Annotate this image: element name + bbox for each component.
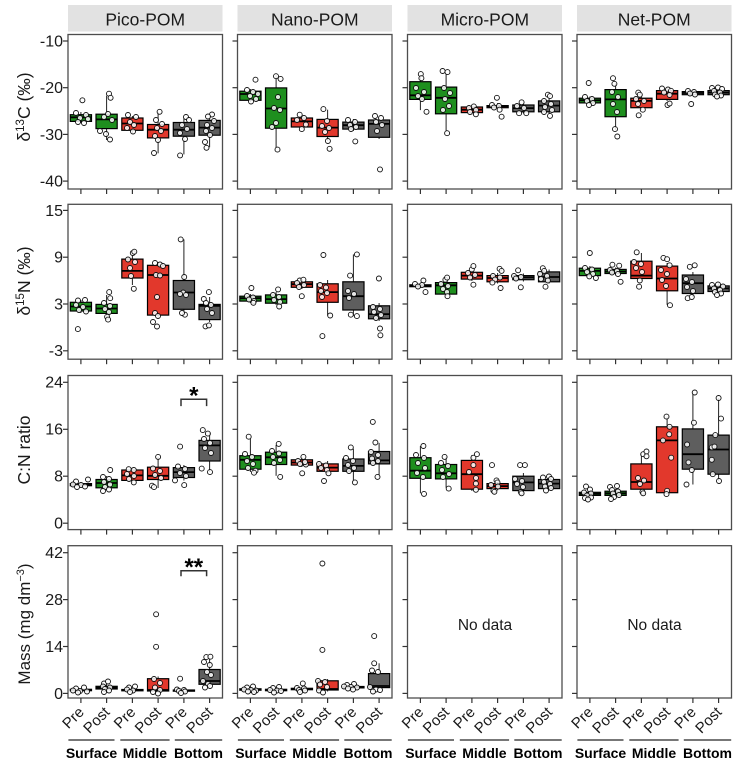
svg-text:Nano-POM: Nano-POM [271,10,359,30]
svg-text:24: 24 [45,375,63,392]
svg-text:-3: -3 [49,343,63,360]
svg-text:Bottom: Bottom [514,745,563,761]
svg-text:Middle: Middle [123,745,168,761]
svg-text:Mass (mg dm−3): Mass (mg dm−3) [15,563,34,684]
svg-text:3: 3 [54,296,63,313]
svg-text:**: ** [184,554,203,581]
svg-text:0: 0 [54,686,63,703]
svg-text:*: * [189,382,199,409]
svg-text:Pico-POM: Pico-POM [105,10,185,30]
svg-text:Bottom: Bottom [683,745,732,761]
svg-text:8: 8 [54,469,63,486]
svg-text:0: 0 [54,516,63,533]
svg-text:Net-POM: Net-POM [618,10,691,30]
svg-text:Bottom: Bottom [344,745,393,761]
svg-text:-30: -30 [40,127,63,144]
svg-text:C:N ratio: C:N ratio [14,415,34,484]
svg-text:Bottom: Bottom [174,745,223,761]
svg-text:16: 16 [45,422,63,439]
svg-text:-20: -20 [40,80,63,97]
svg-text:No data: No data [627,617,682,634]
svg-text:No data: No data [458,617,513,634]
svg-text:Middle: Middle [462,745,507,761]
svg-text:-10: -10 [40,33,63,50]
svg-text:Surface: Surface [235,745,287,761]
svg-text:Surface: Surface [405,745,457,761]
svg-text:Surface: Surface [575,745,627,761]
svg-text:14: 14 [45,639,63,656]
svg-text:Micro-POM: Micro-POM [441,10,529,30]
svg-text:Middle: Middle [292,745,337,761]
svg-text:9: 9 [54,250,63,267]
svg-text:42: 42 [45,545,63,562]
svg-text:-40: -40 [40,174,63,191]
svg-text:Middle: Middle [632,745,677,761]
svg-text:15: 15 [45,203,63,220]
svg-text:Surface: Surface [66,745,118,761]
svg-text:28: 28 [45,592,63,609]
